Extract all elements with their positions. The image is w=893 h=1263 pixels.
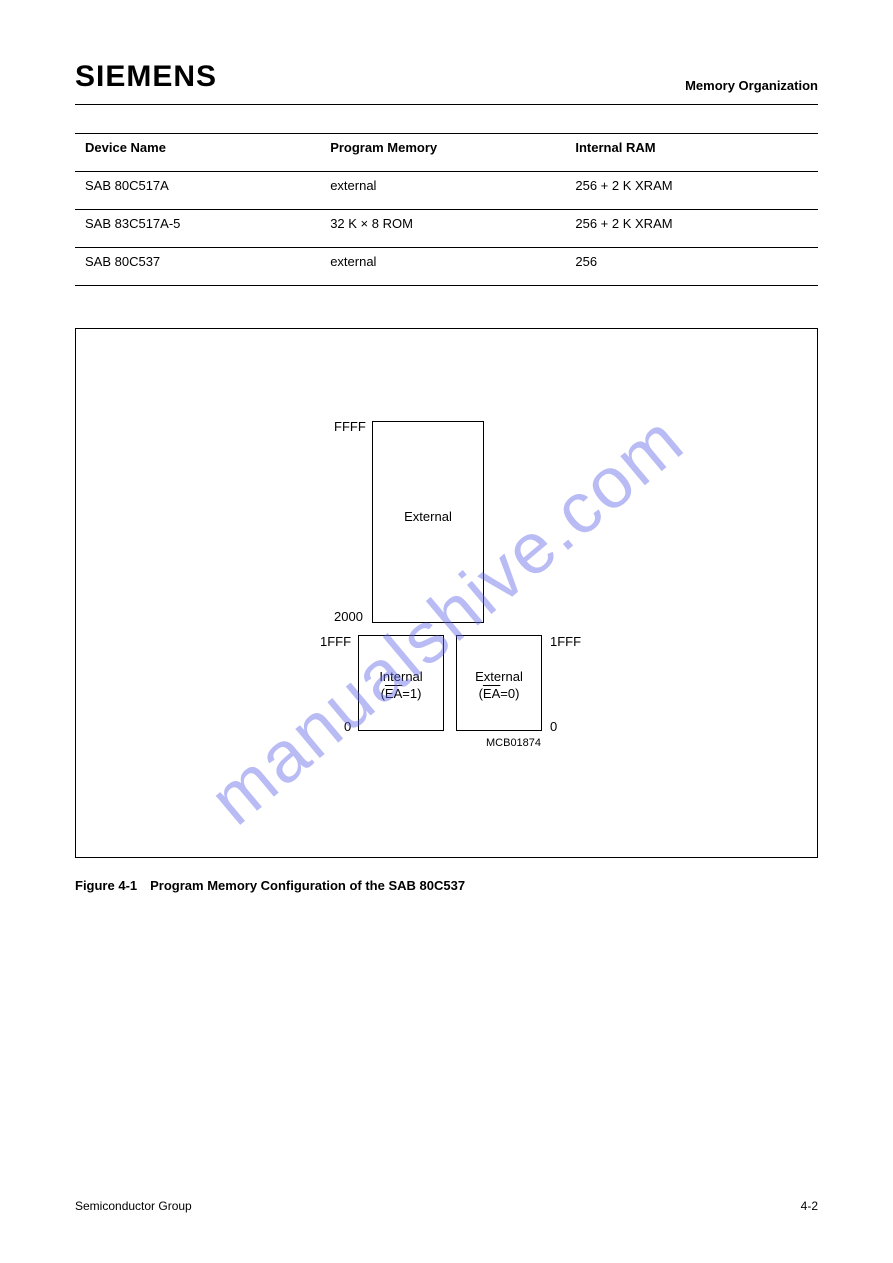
- addr-label: 0: [550, 719, 557, 734]
- footer-right: 4-2: [801, 1199, 818, 1213]
- label-text: Internal: [379, 669, 422, 684]
- table-header: Internal RAM: [565, 134, 818, 172]
- figure-frame: FFFF External 2000 1FFF Internal (EA=1) …: [75, 328, 818, 858]
- table-header: Program Memory: [320, 134, 565, 172]
- table-row: SAB 83C517A-5 32 K × 8 ROM 256 + 2 K XRA…: [75, 210, 818, 248]
- footer-left: Semiconductor Group: [75, 1199, 192, 1213]
- table-cell: SAB 83C517A-5: [75, 210, 320, 248]
- addr-label: 1FFF: [320, 634, 351, 649]
- memory-table: Device Name Program Memory Internal RAM …: [75, 133, 818, 286]
- table-cell: 256 + 2 K XRAM: [565, 210, 818, 248]
- addr-label: FFFF: [334, 419, 366, 434]
- box-label: Internal (EA=1): [358, 669, 444, 703]
- table-cell: external: [320, 172, 565, 210]
- table-cell: external: [320, 248, 565, 286]
- header-rule: [75, 104, 818, 105]
- label-text: =1): [402, 686, 421, 701]
- page-footer: Semiconductor Group 4-2: [75, 1199, 818, 1213]
- table-row: SAB 80C537 external 256: [75, 248, 818, 286]
- addr-label: 2000: [334, 609, 363, 624]
- table-cell: SAB 80C517A: [75, 172, 320, 210]
- box-label: External: [372, 509, 484, 524]
- table-cell: 256 + 2 K XRAM: [565, 172, 818, 210]
- box-label: External (EA=0): [456, 669, 542, 703]
- table-row: SAB 80C517A external 256 + 2 K XRAM: [75, 172, 818, 210]
- figure-code: MCB01874: [486, 737, 541, 749]
- ea-overline: EA: [483, 686, 500, 703]
- addr-label: 0: [344, 719, 351, 734]
- table-header-row: Device Name Program Memory Internal RAM: [75, 134, 818, 172]
- figure-caption: Figure 4-1 Program Memory Configuration …: [75, 878, 818, 893]
- table-cell: 256: [565, 248, 818, 286]
- table-cell: SAB 80C537: [75, 248, 320, 286]
- table-cell: 32 K × 8 ROM: [320, 210, 565, 248]
- section-title: Memory Organization: [685, 78, 818, 93]
- addr-label: 1FFF: [550, 634, 581, 649]
- label-text: =0): [500, 686, 519, 701]
- ea-overline: EA: [385, 686, 402, 703]
- table-header: Device Name: [75, 134, 320, 172]
- label-text: External: [475, 669, 523, 684]
